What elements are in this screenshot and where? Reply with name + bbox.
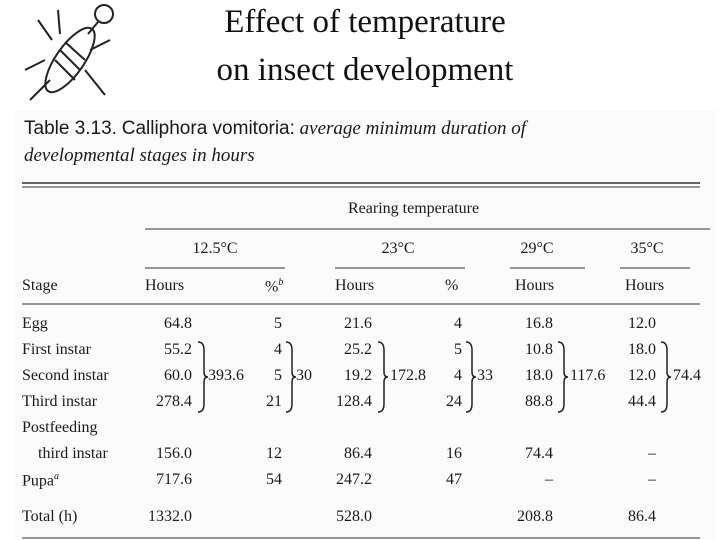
title: on insect development [216, 52, 514, 88]
column-header: Stage [22, 277, 58, 294]
temperature: 12.5°C [192, 240, 238, 257]
column-header: Hours [515, 277, 555, 294]
cell: 12.0 [628, 315, 656, 332]
temperature: 29°C [520, 240, 554, 257]
stage-label: First instar [22, 341, 91, 358]
temperature: 35°C [630, 240, 664, 257]
cell: 55.2 [164, 341, 192, 358]
cell: 44.4 [628, 393, 656, 410]
cell: 18.0 [525, 367, 553, 384]
stage-label: Pupaa [22, 471, 59, 490]
cell: 86.4 [344, 445, 372, 462]
cell: 21 [266, 393, 282, 410]
cell: 25.2 [344, 341, 372, 358]
cell: 54 [266, 471, 282, 488]
column-header: Hours [335, 277, 375, 294]
caption-text: average minimum duration of [299, 118, 527, 139]
scan-area [14, 110, 716, 540]
cell: 208.8 [517, 508, 553, 525]
footnote-mark: b [278, 277, 284, 288]
stage-label: third instar [38, 445, 108, 462]
cell: 5 [454, 341, 462, 358]
cell: – [648, 445, 656, 462]
cell: 88.8 [525, 393, 553, 410]
stage-label: Postfeeding [22, 419, 98, 436]
stage-label: Third instar [22, 393, 98, 410]
cell: 5 [274, 367, 282, 384]
cell: – [545, 471, 553, 488]
title: Effect of temperature [224, 4, 506, 40]
footnote-mark: a [54, 471, 59, 482]
brace-total: 393.6 [208, 367, 244, 384]
brace-total: 74.4 [673, 367, 701, 384]
cell: 717.6 [156, 471, 192, 488]
cell: 4 [274, 341, 282, 358]
column-header: % [445, 277, 459, 294]
cell: 128.4 [336, 393, 372, 410]
caption-label: Table 3.13. [24, 118, 117, 139]
cell: 12 [266, 445, 282, 462]
cell: 16 [446, 445, 462, 462]
stage-label: Total (h) [22, 508, 78, 525]
rules [22, 182, 710, 539]
cell: 60.0 [164, 367, 192, 384]
column-header: %b [265, 277, 284, 296]
cell: 156.0 [156, 445, 192, 462]
cell: 16.8 [525, 315, 553, 332]
column-header: Hours [145, 277, 185, 294]
cell: 528.0 [336, 508, 372, 525]
caption-species: Calliphora vomitoria: [121, 118, 295, 139]
cell: 4 [454, 367, 462, 384]
braces [197, 341, 672, 413]
cell: 64.8 [164, 315, 192, 332]
cell: 47 [446, 471, 462, 488]
cell: 18.0 [628, 341, 656, 358]
cell: 21.6 [344, 315, 372, 332]
insect-icon [24, 4, 114, 101]
cell: 247.2 [336, 471, 372, 488]
caption: Table 3.13. Calliphora vomitoria: averag… [24, 118, 526, 140]
brace-total: 30 [296, 367, 312, 384]
cell: 74.4 [525, 445, 553, 462]
cell: 4 [454, 315, 462, 332]
cell: 86.4 [628, 508, 656, 525]
temperature: 23°C [381, 240, 415, 257]
caption-text: developmental stages in hours [24, 145, 255, 166]
brace-total: 172.8 [390, 367, 426, 384]
cell: 19.2 [344, 367, 372, 384]
cell: 1332.0 [148, 508, 192, 525]
cell: 24 [446, 393, 462, 410]
column-header: Hours [625, 277, 665, 294]
cell: 278.4 [156, 393, 192, 410]
cell: 5 [274, 315, 282, 332]
cell: 10.8 [525, 341, 553, 358]
cell: 12.0 [628, 367, 656, 384]
stage-label: Second instar [22, 367, 109, 384]
spanner: Rearing temperature [348, 200, 480, 217]
stage-label: Egg [22, 315, 48, 332]
brace-total: 117.6 [570, 367, 606, 384]
brace-total: 33 [477, 367, 493, 384]
cell: – [648, 471, 656, 488]
